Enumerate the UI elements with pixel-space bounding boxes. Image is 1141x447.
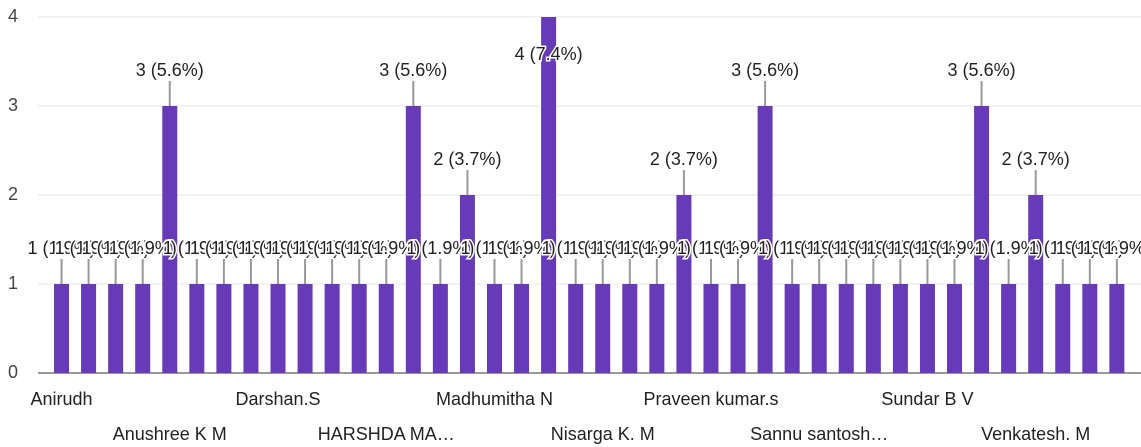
y-tick-label: 0 xyxy=(8,362,18,382)
value-label: 1 (1.9%) xyxy=(920,238,988,258)
value-label: 1 (1.9%) xyxy=(217,238,285,258)
value-label: 1 (1.9%) xyxy=(542,238,610,258)
bar xyxy=(1028,195,1044,373)
value-label: 1 (1.9%) xyxy=(623,238,691,258)
bar xyxy=(595,284,611,373)
bar xyxy=(919,284,935,373)
bar xyxy=(243,284,259,373)
bar xyxy=(270,284,286,373)
bar xyxy=(1082,284,1098,373)
value-label: 1 (1.9%) xyxy=(271,238,339,258)
bar xyxy=(703,284,719,373)
y-tick-label: 3 xyxy=(8,95,18,115)
bar xyxy=(947,284,963,373)
x-tick-label: Madhumitha N xyxy=(436,389,553,409)
bar xyxy=(541,17,557,373)
value-label: 1 (1.9%) xyxy=(1029,238,1097,258)
value-label: 1 (1.9%) xyxy=(352,238,420,258)
value-label: 1 (1.9%) xyxy=(109,238,177,258)
bar xyxy=(324,284,340,373)
bar xyxy=(189,284,205,373)
bar xyxy=(1001,284,1017,373)
value-label: 1 (1.9%) xyxy=(677,238,745,258)
value-label: 1 (1.9%) xyxy=(406,238,474,258)
value-label: 3 (5.6%) xyxy=(731,60,799,80)
value-label: 1 (1.9%) xyxy=(82,238,150,258)
bar xyxy=(784,284,800,373)
bar xyxy=(135,284,151,373)
value-label: 3 (5.6%) xyxy=(948,60,1016,80)
bar xyxy=(838,284,854,373)
value-label: 4 (7.4%) xyxy=(515,44,583,64)
x-tick-label: Darshan.S xyxy=(235,389,320,409)
x-tick-label: HARSHDA MA… xyxy=(318,424,455,444)
bar xyxy=(162,106,178,373)
x-tick-label: Nisarga K. M xyxy=(551,424,655,444)
bar xyxy=(54,284,70,373)
bar xyxy=(108,284,124,373)
x-tick-label: Praveen kumar.s xyxy=(643,389,778,409)
value-label: 1 (1.9%) xyxy=(460,238,528,258)
x-tick-label: Sundar B V xyxy=(881,389,973,409)
value-label: 1 (1.9%) xyxy=(596,238,664,258)
value-label: 1 (1.9%) xyxy=(866,238,934,258)
value-label: 1 (1.9%) xyxy=(569,238,637,258)
value-label: 3 (5.6%) xyxy=(379,60,447,80)
bar xyxy=(1055,284,1071,373)
value-label: 1 (1.9%) xyxy=(28,238,96,258)
bar xyxy=(459,195,475,373)
bar xyxy=(649,284,665,373)
value-label: 1 (1.9%) xyxy=(812,238,880,258)
x-tick-label: Anirudh xyxy=(31,389,93,409)
value-label: 1 (1.9%) xyxy=(758,238,826,258)
bar xyxy=(378,284,394,373)
value-label: 3 (5.6%) xyxy=(136,60,204,80)
bar xyxy=(432,284,448,373)
x-tick-label: Anushree K M xyxy=(113,424,227,444)
bar xyxy=(216,284,232,373)
value-label: 1 (1.9%) xyxy=(975,238,1043,258)
bar xyxy=(81,284,97,373)
x-tick-label: Sannu santosh… xyxy=(750,424,888,444)
bar xyxy=(1109,284,1125,373)
value-label: 1 (1.9%) xyxy=(55,238,123,258)
bar xyxy=(892,284,908,373)
x-tick-label: Venkatesh. M xyxy=(981,424,1090,444)
value-label: 1 (1.9%) xyxy=(488,238,556,258)
value-label: 2 (3.7%) xyxy=(1002,149,1070,169)
bar xyxy=(730,284,746,373)
bar xyxy=(622,284,638,373)
bar xyxy=(405,106,421,373)
bar xyxy=(486,284,502,373)
value-label: 1 (1.9%) xyxy=(190,238,258,258)
value-label: 1 (1.9%) xyxy=(1056,238,1124,258)
bar xyxy=(757,106,773,373)
value-label: 1 (1.9%) xyxy=(298,238,366,258)
bar xyxy=(676,195,692,373)
y-tick-label: 4 xyxy=(8,6,18,26)
bar xyxy=(568,284,584,373)
bar xyxy=(811,284,827,373)
value-label: 1 (1.9%) xyxy=(1083,238,1141,258)
value-label: 2 (3.7%) xyxy=(433,149,501,169)
y-tick-label: 1 xyxy=(8,273,18,293)
bar xyxy=(351,284,367,373)
bar xyxy=(865,284,881,373)
value-label: 1 (1.9%) xyxy=(163,238,231,258)
value-label: 1 (1.9%) xyxy=(704,238,772,258)
y-tick-label: 2 xyxy=(8,184,18,204)
value-label: 1 (1.9%) xyxy=(893,238,961,258)
value-label: 1 (1.9%) xyxy=(785,238,853,258)
value-label: 1 (1.9%) xyxy=(244,238,312,258)
bar xyxy=(974,106,990,373)
bar xyxy=(514,284,530,373)
value-label: 1 (1.9%) xyxy=(839,238,907,258)
value-label: 1 (1.9%) xyxy=(325,238,393,258)
bar xyxy=(297,284,313,373)
value-label: 2 (3.7%) xyxy=(650,149,718,169)
